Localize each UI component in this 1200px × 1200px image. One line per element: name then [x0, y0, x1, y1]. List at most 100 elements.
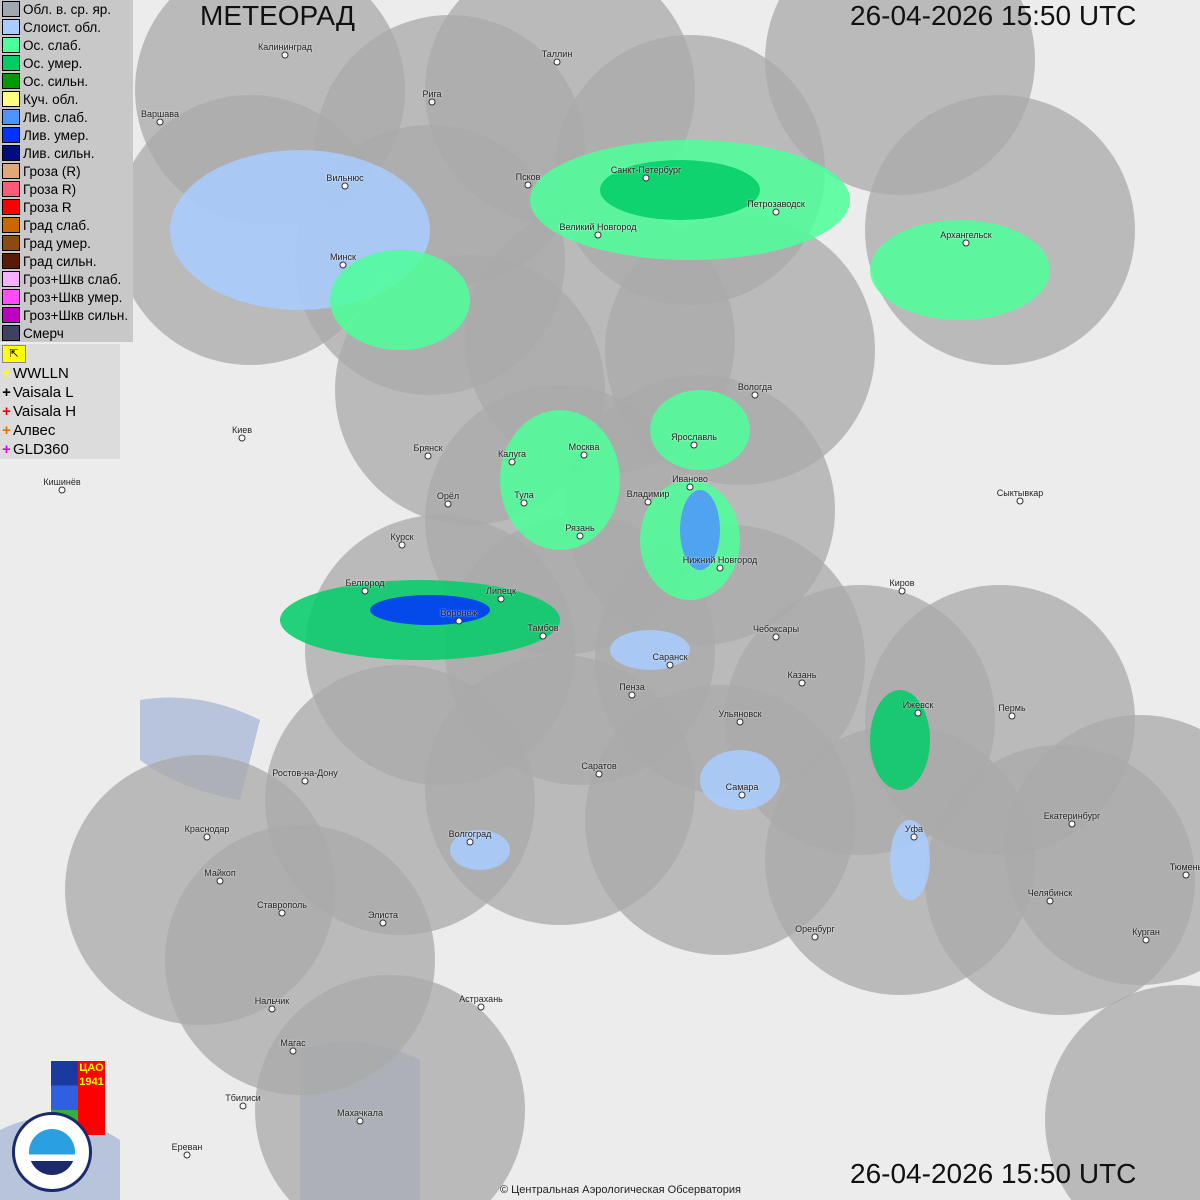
city-label: Кишинёв	[43, 477, 81, 487]
city-marker	[576, 532, 584, 540]
lightning-label: Vaisala H	[13, 403, 77, 420]
lightning-flag-icon[interactable]: ⇱	[2, 345, 26, 363]
legend-item: Град умер.	[0, 234, 133, 252]
legend-label: Лив. умер.	[23, 127, 89, 143]
city-label: Вологда	[737, 382, 773, 392]
city-label: Таллин	[541, 49, 573, 59]
lightning-label: Vaisala L	[13, 384, 74, 401]
city-marker	[594, 231, 602, 239]
city-label: Иваново	[672, 474, 708, 484]
city-marker	[238, 434, 246, 442]
legend-swatch	[2, 1, 20, 17]
lightning-item: + WWLLN	[0, 364, 120, 383]
city-label: Челябинск	[1027, 888, 1073, 898]
city-marker	[914, 709, 922, 717]
city-marker	[898, 587, 906, 595]
legend-swatch	[2, 73, 20, 89]
legend-swatch	[2, 181, 20, 197]
precip-area	[700, 750, 780, 810]
legend-item: Ос. сильн.	[0, 72, 133, 90]
city-marker	[716, 564, 724, 572]
city-marker	[1182, 871, 1190, 879]
legend-swatch	[2, 289, 20, 305]
radar-circle	[925, 745, 1195, 1015]
city-marker	[466, 838, 474, 846]
roshydromet-logo	[12, 1112, 92, 1192]
city-marker	[553, 58, 561, 66]
precip-area	[890, 820, 930, 900]
legend-label: Смерч	[23, 325, 64, 341]
city-label: Рязань	[565, 523, 595, 533]
city-label: Волгоград	[448, 829, 492, 839]
lightning-item: + Vaisala H	[0, 402, 120, 421]
precip-area	[870, 220, 1050, 320]
legend-item: Гроз+Шкв сильн.	[0, 306, 133, 324]
city-label: Ижевск	[902, 700, 934, 710]
legend-swatch	[2, 325, 20, 341]
city-marker	[628, 691, 636, 699]
precip-area	[600, 160, 760, 220]
legend: Обл. в. ср. яр. Слоист. обл. Ос. слаб. Ос. …	[0, 0, 133, 342]
cross-icon: +	[2, 422, 11, 439]
precip-area	[610, 630, 690, 670]
city-marker	[497, 595, 505, 603]
datetime-bottom: 26-04-2026 15:50 UTC	[850, 1158, 1137, 1189]
city-label: Минск	[330, 252, 356, 262]
legend-swatch	[2, 91, 20, 107]
legend-label: Гроза R	[23, 199, 72, 215]
city-label: Рига	[422, 89, 442, 99]
copyright: © Центральная Аэрологическая Обсерватори…	[500, 1184, 741, 1196]
city-marker	[156, 118, 164, 126]
legend-label: Гроз+Шкв слаб.	[23, 271, 122, 287]
city-marker	[477, 1003, 485, 1011]
city-label: Саратов	[581, 761, 617, 771]
lightning-item: + GLD360	[0, 440, 120, 459]
city-label: Магас	[280, 1038, 306, 1048]
legend-item: Обл. в. ср. яр.	[0, 0, 133, 18]
city-marker	[278, 909, 286, 917]
city-marker	[424, 452, 432, 460]
legend-swatch	[2, 163, 20, 179]
city-label: Вильнюс	[326, 173, 364, 183]
city-label: Курган	[1132, 927, 1160, 937]
legend-item: Лив. сильн.	[0, 144, 133, 162]
legend-item: Лив. слаб.	[0, 108, 133, 126]
legend-item: Град сильн.	[0, 252, 133, 270]
city-marker	[1068, 820, 1076, 828]
legend-item: Гроза R)	[0, 180, 133, 198]
legend-label: Ос. слаб.	[23, 37, 82, 53]
city-label: Петрозаводск	[747, 199, 805, 209]
city-marker	[736, 718, 744, 726]
city-marker	[738, 791, 746, 799]
city-marker	[508, 458, 516, 466]
city-marker	[289, 1047, 297, 1055]
city-marker	[1046, 897, 1054, 905]
lightning-item: + Vaisala L	[0, 383, 120, 402]
city-label: Тбилиси	[225, 1093, 261, 1103]
city-marker	[58, 486, 66, 494]
legend-swatch	[2, 235, 20, 251]
city-marker	[455, 617, 463, 625]
city-label: Майкоп	[204, 868, 236, 878]
city-label: Уфа	[904, 824, 924, 834]
city-marker	[811, 933, 819, 941]
city-marker	[642, 174, 650, 182]
city-label: Белгород	[345, 578, 385, 588]
city-marker	[772, 633, 780, 641]
city-label: Владимир	[626, 489, 670, 499]
city-marker	[644, 498, 652, 506]
city-label: Москва	[568, 442, 600, 452]
cross-icon: +	[2, 403, 11, 420]
city-label: Воронеж	[440, 608, 478, 618]
lightning-label: WWLLN	[13, 365, 69, 382]
city-label: Ереван	[171, 1142, 203, 1152]
city-label: Тамбов	[527, 623, 559, 633]
cross-icon: +	[2, 365, 11, 382]
city-marker	[398, 541, 406, 549]
city-marker	[798, 679, 806, 687]
legend-swatch	[2, 253, 20, 269]
city-label: Сыктывкар	[996, 488, 1044, 498]
legend-label: Куч. обл.	[23, 91, 79, 107]
radar-echoes	[170, 140, 1050, 900]
